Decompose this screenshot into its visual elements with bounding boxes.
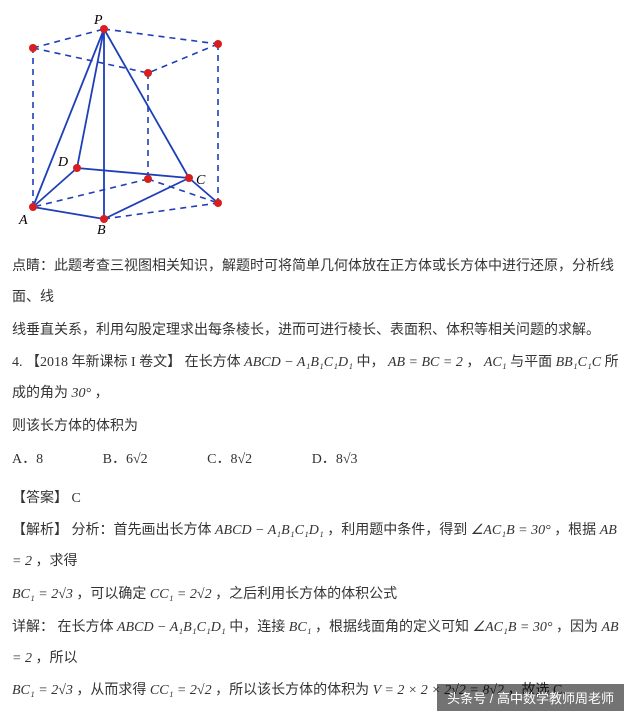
- ana-t1: ，利用题中条件，得到: [327, 523, 467, 538]
- det-t1: 在长方体: [58, 620, 114, 635]
- cond2e: 30°: [72, 386, 92, 401]
- detail-label: 详解：: [12, 620, 54, 635]
- det-bc1: BC₁ = 2√3: [12, 683, 73, 698]
- cond1: AB = BC = 2: [388, 355, 463, 370]
- answer-label: 【答案】: [12, 491, 68, 506]
- question-source: 【2018 年新课标 I 卷文】: [26, 355, 181, 370]
- detail-line-1: 详解： 在长方体 ABCD − A₁B₁C₁D₁ 中，连接 BC₁ ，根据线面角…: [12, 613, 628, 675]
- svg-text:A: A: [18, 213, 28, 228]
- ana-cc1: CC₁ = 2√2: [150, 587, 212, 602]
- det-t7: ，所以该长方体的体积为: [215, 683, 369, 698]
- svg-text:B: B: [97, 223, 106, 237]
- analysis-line-2: BC₁ = 2√3 ，可以确定 CC₁ = 2√2 ，之后利用长方体的体积公式: [12, 580, 628, 611]
- option-a: A．8: [12, 452, 71, 467]
- cond2b: 与平面: [510, 355, 552, 370]
- det-t5: ，所以: [35, 651, 77, 666]
- cond2c: BB₁C₁C: [556, 355, 602, 370]
- det-bc1a: BC₁: [289, 620, 312, 635]
- ana-ang: ∠AC₁B = 30°: [471, 523, 551, 538]
- det-t3: ，根据线面角的定义可知: [315, 620, 469, 635]
- det-t4: ，因为: [556, 620, 598, 635]
- geometry-figure: A B P D C: [12, 12, 628, 242]
- question-number: 4.: [12, 355, 23, 370]
- ana-body1: ABCD − A₁B₁C₁D₁: [215, 523, 324, 538]
- det-t6: ，从而求得: [76, 683, 146, 698]
- ana-t3: ，求得: [35, 554, 77, 569]
- stem-b: 中，: [356, 355, 384, 370]
- option-b: B．6√2: [103, 452, 176, 467]
- options-row: A．8 B．6√2 C．8√2 D．8√3: [12, 445, 628, 476]
- svg-text:P: P: [93, 13, 103, 28]
- cond2a: AC₁: [484, 355, 507, 370]
- expr-body: ABCD − A₁B₁C₁D₁: [244, 355, 353, 370]
- svg-text:C: C: [196, 173, 206, 188]
- det-cc1: CC₁ = 2√2: [150, 683, 212, 698]
- commentary-line-1: 点睛：此题考查三视图相关知识，解题时可将简单几何体放在正方体或长方体中进行还原，…: [12, 252, 628, 314]
- analysis-label: 【解析】: [12, 523, 68, 538]
- analysis-intro: 分析：首先画出长方体: [72, 523, 212, 538]
- ana-t4: ，可以确定: [76, 587, 146, 602]
- det-t2: 中，连接: [229, 620, 285, 635]
- stem-a: 在长方体: [185, 355, 241, 370]
- analysis-line-1: 【解析】 分析：首先画出长方体 ABCD − A₁B₁C₁D₁ ，利用题中条件，…: [12, 516, 628, 578]
- option-c: C．8√2: [207, 452, 280, 467]
- ana-t2: ，根据: [554, 523, 596, 538]
- det-body: ABCD − A₁B₁C₁D₁: [117, 620, 226, 635]
- answer-value: C: [72, 491, 81, 506]
- ana-t5: ，之后利用长方体的体积公式: [215, 587, 397, 602]
- answer-line: 【答案】 C: [12, 484, 628, 515]
- question-line-1: 4. 【2018 年新课标 I 卷文】 在长方体 ABCD − A₁B₁C₁D₁…: [12, 348, 628, 410]
- commentary-line-2: 线垂直关系，利用勾股定理求出每条棱长，进而可进行棱长、表面积、体积等相关问题的求…: [12, 316, 628, 347]
- option-d: D．8√3: [312, 452, 386, 467]
- watermark: 头条号 / 高中数学教师周老师: [437, 684, 624, 711]
- svg-text:D: D: [57, 155, 68, 170]
- ana-bc1: BC₁ = 2√3: [12, 587, 73, 602]
- det-ang: ∠AC₁B = 30°: [473, 620, 553, 635]
- cube-svg: A B P D C: [12, 12, 262, 237]
- tail: ，: [95, 386, 109, 401]
- question-line-2: 则该长方体的体积为: [12, 412, 628, 443]
- sep1: ，: [466, 355, 480, 370]
